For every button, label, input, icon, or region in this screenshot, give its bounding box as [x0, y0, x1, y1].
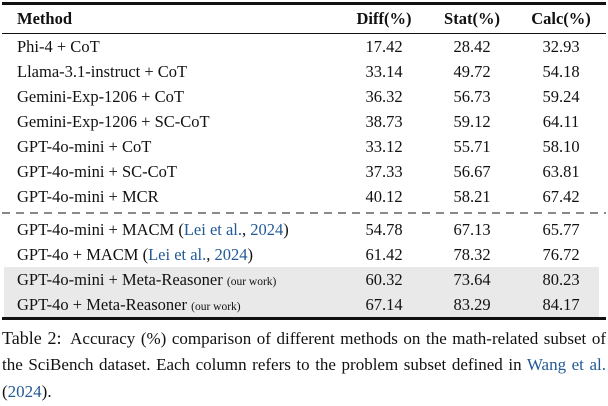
method-text: , — [242, 219, 251, 239]
method-cell: Phi-4 + CoT — [2, 37, 340, 57]
value-cell: 58.10 — [542, 136, 580, 156]
value-cell: 83.29 — [453, 294, 491, 314]
citation-link[interactable]: Lei et al. — [183, 219, 243, 239]
citation-link[interactable]: 2024 — [214, 244, 248, 264]
value-cell: 56.73 — [453, 86, 491, 106]
table-bottom-rule — [2, 317, 606, 320]
table-header-rule — [2, 32, 606, 34]
table-row: GPT-4o-mini + MACM (Lei et al., 2024) 54.… — [2, 217, 606, 242]
table-row: Gemini-Exp-1206 + SC-CoT 38.73 59.12 64.11 — [2, 109, 606, 134]
value-cell: 54.18 — [542, 61, 580, 81]
table-row: GPT-4o-mini + Meta-Reasoner (our work) 60… — [2, 267, 606, 292]
caption-text: ( — [2, 381, 8, 401]
value-cell: 64.11 — [542, 111, 580, 131]
value-cell: 67.14 — [365, 294, 403, 314]
our-work-tag: (our work) — [226, 275, 277, 288]
value-cell: 80.23 — [542, 269, 580, 289]
value-cell: 56.67 — [453, 161, 491, 181]
method-text: ) — [283, 219, 289, 239]
results-table: Method Diff(%) Stat(%) Calc(%) Phi-4 + C… — [2, 2, 606, 320]
table-row: GPT-4o + Meta-Reasoner (our work) 67.14 83… — [2, 292, 606, 317]
value-cell: 84.17 — [542, 294, 580, 314]
method-cell: Llama-3.1-instruct + CoT — [2, 62, 340, 82]
value-cell: 33.12 — [365, 136, 403, 156]
table-row: GPT-4o + MACM (Lei et al., 2024) 61.42 78.… — [2, 242, 606, 267]
value-cell: 67.42 — [542, 186, 580, 206]
method-cell: GPT-4o-mini + SC-CoT — [2, 162, 340, 182]
value-cell: 67.13 — [453, 219, 491, 239]
value-cell: 49.72 — [453, 61, 491, 81]
method-cell: GPT-4o + MACM (Lei et al., 2024) — [2, 245, 340, 265]
value-cell: 59.24 — [542, 86, 580, 106]
method-cell: GPT-4o-mini + Meta-Reasoner (our work) — [2, 270, 340, 290]
column-header-stat: Stat(%) — [444, 8, 500, 28]
method-cell: Gemini-Exp-1206 + CoT — [2, 87, 340, 107]
value-cell: 60.32 — [365, 269, 403, 289]
method-text: Gemini-Exp-1206 + CoT — [17, 86, 184, 106]
caption-text: Accuracy (%) comparison of different met… — [2, 328, 606, 375]
value-cell: 38.73 — [365, 111, 403, 131]
table-caption: Table 2: Accuracy (%) comparison of diff… — [2, 325, 606, 406]
method-cell: GPT-4o-mini + MACM (Lei et al., 2024) — [2, 220, 340, 240]
comparison-rows-group: GPT-4o-mini + MACM (Lei et al., 2024) 54.… — [2, 217, 606, 317]
value-cell: 58.21 — [453, 186, 491, 206]
dashed-divider — [2, 212, 606, 214]
method-cell: GPT-4o + Meta-Reasoner (our work) — [2, 295, 340, 315]
value-cell: 54.78 — [365, 219, 403, 239]
table-top-rule — [2, 2, 606, 5]
value-cell: 61.42 — [365, 244, 403, 264]
method-text: ) — [247, 244, 254, 264]
method-text: GPT-4o-mini + MACM ( — [17, 219, 184, 239]
value-cell: 73.64 — [453, 269, 491, 289]
our-work-tag: (our work) — [191, 300, 241, 313]
citation-link[interactable]: 2024 — [250, 219, 284, 239]
citation-link[interactable]: Wang et al. — [526, 355, 606, 374]
table-row: GPT-4o-mini + CoT 33.12 55.71 58.10 — [2, 134, 606, 159]
table-row: Gemini-Exp-1206 + CoT 36.32 56.73 59.24 — [2, 84, 606, 109]
table-row: Llama-3.1-instruct + CoT 33.14 49.72 54.18 — [2, 59, 606, 84]
citation-link[interactable]: Lei et al. — [148, 244, 207, 264]
caption-label: Table 2: — [2, 327, 62, 348]
value-cell: 65.77 — [542, 219, 580, 239]
method-text: GPT-4o-mini + MCR — [17, 186, 159, 206]
method-text: GPT-4o + Meta-Reasoner — [17, 294, 192, 314]
value-cell: 55.71 — [453, 136, 491, 156]
table-row: Phi-4 + CoT 17.42 28.42 32.93 — [2, 34, 606, 59]
method-cell: Gemini-Exp-1206 + SC-CoT — [2, 112, 340, 132]
table-row: GPT-4o-mini + SC-CoT 37.33 56.67 63.81 — [2, 159, 606, 184]
value-cell: 37.33 — [365, 161, 403, 181]
value-cell: 36.32 — [365, 86, 403, 106]
method-text: GPT-4o-mini + CoT — [17, 136, 152, 156]
column-header-calc: Calc(%) — [531, 8, 591, 28]
value-cell: 17.42 — [365, 36, 403, 56]
table-header-row: Method Diff(%) Stat(%) Calc(%) — [2, 5, 606, 33]
method-text: GPT-4o-mini + SC-CoT — [17, 161, 177, 181]
value-cell: 59.12 — [453, 111, 491, 131]
method-text: Gemini-Exp-1206 + SC-CoT — [17, 111, 210, 131]
method-text: GPT-4o + MACM ( — [17, 244, 149, 264]
value-cell: 78.32 — [453, 244, 491, 264]
value-cell: 40.12 — [365, 186, 403, 206]
method-cell: GPT-4o-mini + CoT — [2, 137, 340, 157]
method-text: GPT-4o-mini + Meta-Reasoner — [17, 269, 227, 289]
column-header-method: Method — [17, 8, 72, 28]
value-cell: 63.81 — [542, 161, 580, 181]
method-text: Phi-4 + CoT — [17, 36, 100, 56]
value-cell: 76.72 — [542, 244, 580, 264]
method-text: Llama-3.1-instruct + CoT — [17, 61, 188, 81]
caption-text: ). — [41, 381, 52, 401]
method-cell: GPT-4o-mini + MCR — [2, 187, 340, 207]
column-header-diff: Diff(%) — [356, 8, 412, 28]
value-cell: 28.42 — [453, 36, 491, 56]
value-cell: 32.93 — [542, 36, 580, 56]
method-text: , — [206, 244, 215, 264]
table-row: GPT-4o-mini + MCR 40.12 58.21 67.42 — [2, 184, 606, 209]
citation-link[interactable]: 2024 — [7, 381, 42, 401]
baseline-rows-group: Phi-4 + CoT 17.42 28.42 32.93 Llama-3.1-inst… — [2, 34, 606, 209]
value-cell: 33.14 — [365, 61, 403, 81]
